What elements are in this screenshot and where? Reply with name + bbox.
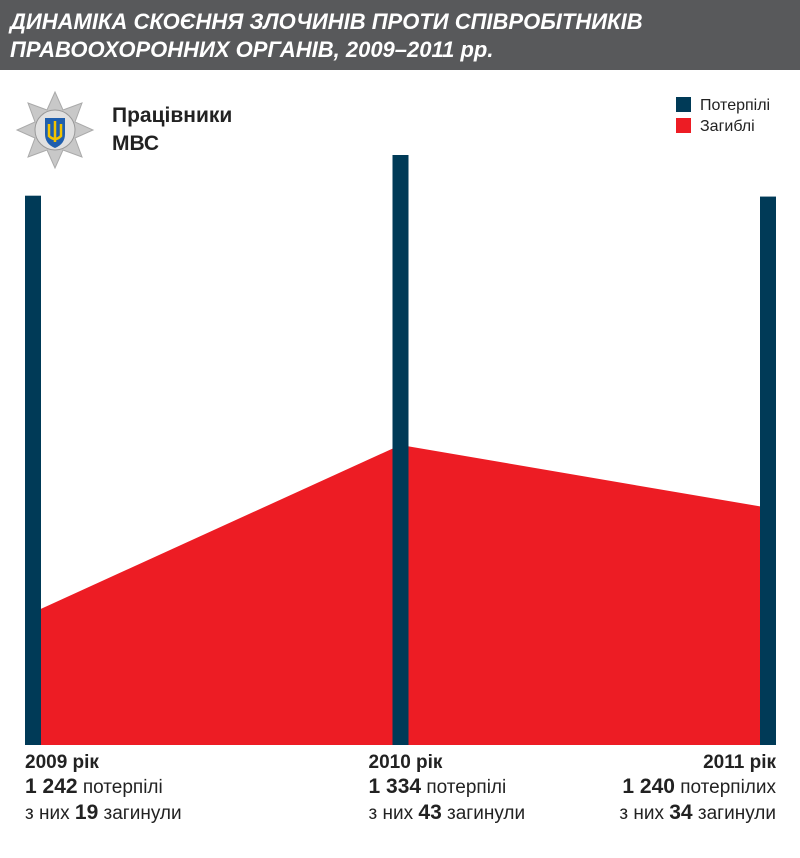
title-band [0, 0, 800, 70]
died-word: загинули [698, 803, 776, 824]
value-label: 1 242 [25, 775, 78, 798]
emblem [15, 90, 95, 170]
victims-label: 1 334 потерпілі [369, 775, 507, 798]
chart-title: ДИНАМІКА СКОЄННЯ ЗЛОЧИНІВ ПРОТИ СПІВРОБІ… [8, 9, 643, 34]
victims-word: потерпілі [83, 777, 163, 798]
value-label: 1 240 [622, 775, 675, 798]
victims-label: 1 242 потерпілі [25, 775, 163, 798]
value-label: 1 334 [369, 775, 422, 798]
died-label: з них 43 загинули [369, 801, 526, 824]
category-label: 2011 рік [703, 752, 776, 773]
subtitle: МВС [112, 132, 159, 155]
category-label: 2009 рік [25, 752, 99, 773]
died-label: з них 19 загинули [25, 801, 182, 824]
died-word: загинули [447, 803, 525, 824]
legend-label: Загиблі [700, 118, 755, 135]
bar [760, 196, 776, 745]
of-them: з них [619, 803, 664, 824]
victims-label: 1 240 потерпілих [622, 775, 776, 798]
category-label: 2010 рік [369, 752, 443, 773]
subtitle: Працівники [112, 104, 232, 127]
bar [25, 195, 41, 746]
value-label: 19 [75, 801, 98, 824]
value-label: 43 [418, 801, 441, 824]
value-label: 34 [669, 801, 693, 824]
victims-word: потерпілих [680, 777, 776, 798]
died-word: загинули [104, 803, 182, 824]
of-them: з них [369, 803, 414, 824]
bar [392, 155, 409, 745]
legend-label: Потерпілі [700, 97, 770, 114]
chart-title: ПРАВООХОРОННИХ ОРГАНІВ, 2009–2011 рр. [10, 37, 493, 62]
of-them: з них [25, 803, 70, 824]
victims-word: потерпілі [426, 777, 506, 798]
legend-swatch [676, 97, 691, 112]
legend-swatch [676, 118, 691, 133]
died-label: з них 34 загинули [619, 801, 776, 824]
